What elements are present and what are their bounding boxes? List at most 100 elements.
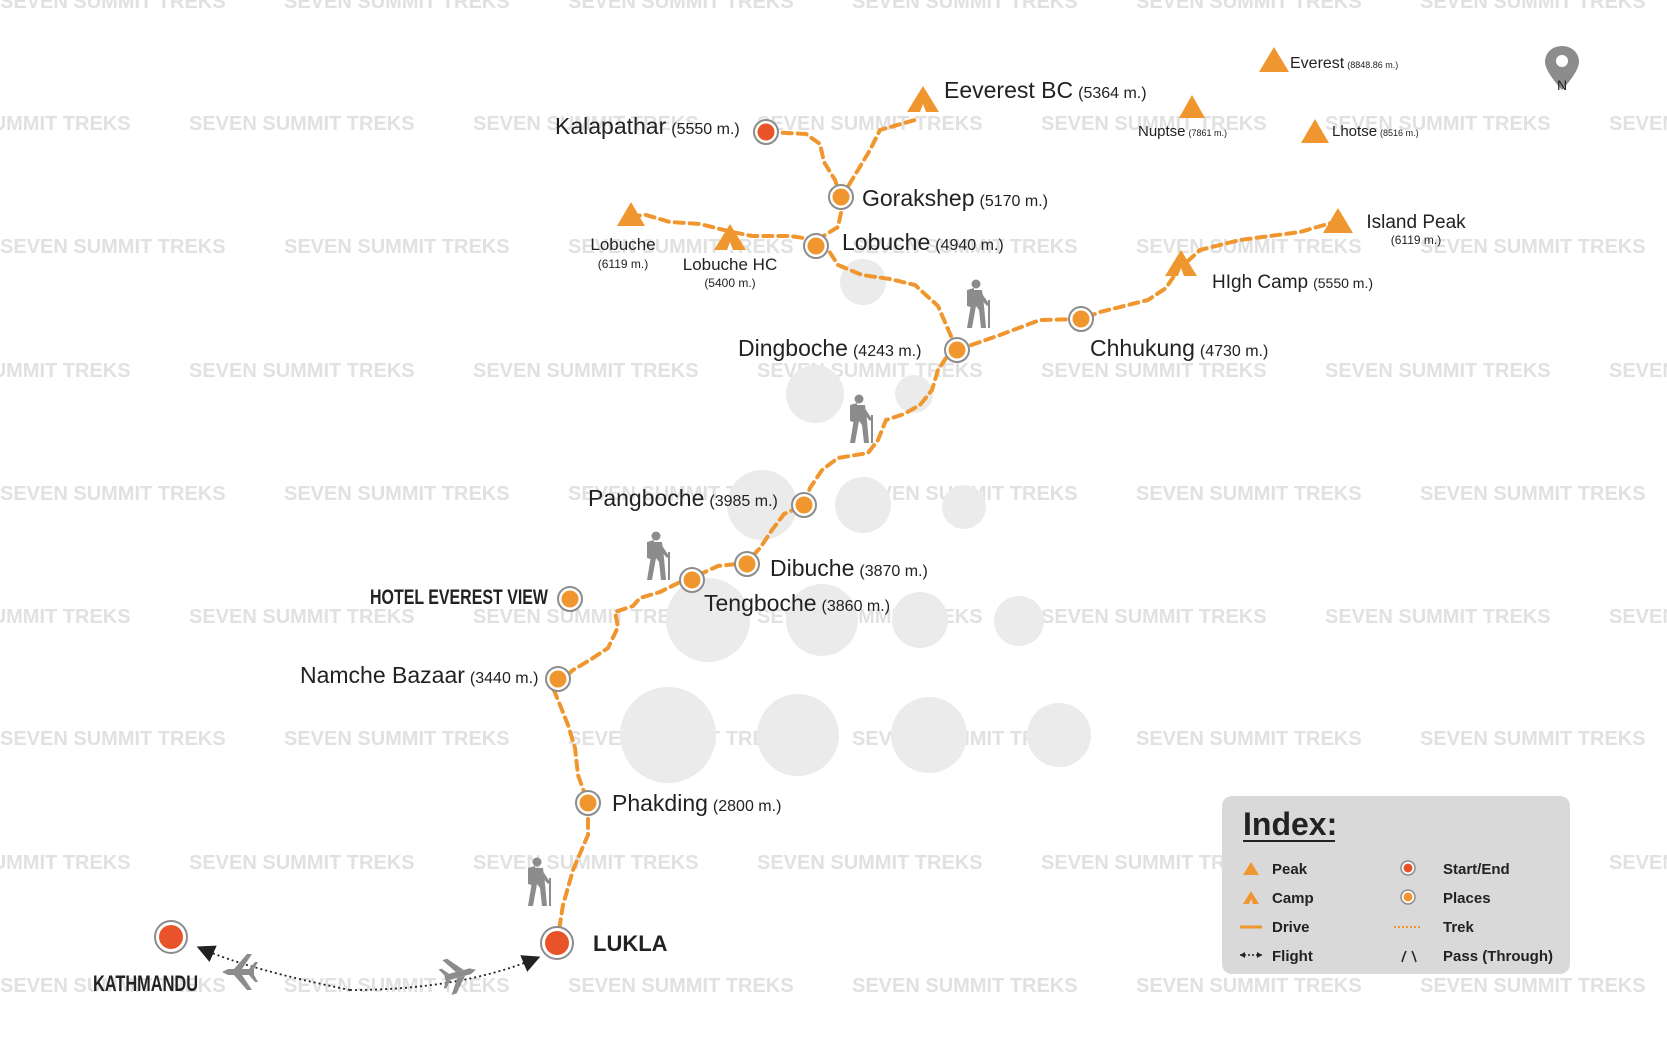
place-name: Gorakshep — [862, 185, 975, 211]
camp-icon — [1165, 250, 1197, 276]
marker-lobuche[interactable] — [803, 233, 829, 259]
watermark-text: SEVEN SUMMIT TREKS — [0, 975, 226, 997]
watermark-text: SEVEN SUMMIT TREKS — [0, 113, 131, 135]
marker-tengboche[interactable] — [679, 567, 705, 593]
place-alt: (5364 m.) — [1078, 85, 1146, 102]
peak-icon — [1301, 119, 1329, 143]
watermark-text: SEVEN SUMMIT TREKS — [0, 728, 226, 750]
camp-markers — [714, 86, 1197, 276]
watermark-text: SEVEN SUMMIT TREKS — [1420, 0, 1646, 13]
watermark-text: SEVEN SUMMIT TREKS — [1609, 852, 1667, 874]
legend-item-label: Places — [1443, 890, 1491, 907]
place-name: Chhukung — [1090, 335, 1195, 361]
place-labels: Kalapathar (5550 m.) Eeverest BC (5364 m.)… — [93, 77, 1373, 996]
legend-title: Index: — [1243, 806, 1337, 842]
north-indicator: N — [1545, 46, 1579, 93]
watermark-text: SEVEN SUMMIT TREKS — [757, 852, 983, 874]
place-name: Dingboche — [738, 335, 848, 361]
peak-alt: (7861 m.) — [1189, 128, 1228, 138]
place-markers — [154, 119, 1094, 960]
place-name: Pangboche — [588, 485, 704, 511]
legend-pass-icon — [1401, 950, 1417, 963]
peak-alt: (8848.86 m.) — [1347, 60, 1398, 70]
place-name: HOTEL EVEREST VIEW — [370, 586, 548, 609]
watermark-text: SEVEN SUMMIT TREKS — [1420, 728, 1646, 750]
svg-text:Lobuche(4940 m.): Lobuche (4940 m.) — [842, 229, 1004, 255]
watermark-text: SEVEN SUMMIT TREKS — [1325, 606, 1551, 628]
peak-alt: (6119 m.) — [598, 257, 648, 271]
svg-text:Chhukung(4730 m.): Chhukung (4730 m.) — [1090, 335, 1268, 361]
marker-pangboche[interactable] — [791, 492, 817, 518]
peak-name: Everest — [1290, 55, 1345, 72]
svg-text:Kalapathar(5550 m.): Kalapathar (5550 m.) — [555, 113, 740, 139]
watermark-text: SEVEN SUMMIT TREKS — [1041, 113, 1267, 135]
legend-item-label: Drive — [1272, 919, 1310, 936]
place-name: Namche Bazaar — [300, 662, 465, 688]
place-name: Eeverest BC — [944, 77, 1073, 103]
watermark-text: SEVEN SUMMIT TREKS — [852, 0, 1078, 13]
place-name: Lobuche HC — [683, 255, 778, 274]
svg-text:Everest(8848.86 m.): Everest (8848.86 m.) — [1290, 55, 1398, 72]
peak-icon — [1179, 95, 1205, 118]
peak-name: Island Peak — [1366, 212, 1466, 233]
legend-start-end-icon — [1400, 860, 1416, 876]
watermark-text: SEVEN SUMMIT TREKS — [189, 606, 415, 628]
marker-kalapathar[interactable] — [753, 119, 779, 145]
place-alt: (5170 m.) — [980, 193, 1048, 210]
marker-dingboche[interactable] — [944, 337, 970, 363]
place-alt: (4730 m.) — [1200, 343, 1268, 360]
marker-phakding[interactable] — [575, 790, 601, 816]
marker-dibuche[interactable] — [734, 551, 760, 577]
watermark-text: SEVEN SUMMIT TREKS — [1420, 975, 1646, 997]
peak-labels: Everest (8848.86 m.) Nuptse (7861 m.) Lhot… — [590, 55, 1466, 271]
watermark-text: SEVEN SUMMIT TREKS — [852, 236, 1078, 258]
place-alt: (5550 m.) — [1313, 275, 1373, 291]
marker-gorakshep[interactable] — [828, 184, 854, 210]
watermark-text: SEVEN SUMMIT TREKS — [1325, 360, 1551, 382]
peak-alt: (8516 m.) — [1380, 128, 1419, 138]
place-name: Tengboche — [704, 590, 817, 616]
watermark-text: SEVEN SUMMIT TREKS — [284, 236, 510, 258]
watermark-text: SEVEN SUMMIT TREKS — [1136, 728, 1362, 750]
watermark-text: SEVEN SUMMIT TREKS — [473, 360, 699, 382]
legend-item-label: Peak — [1272, 861, 1308, 878]
place-name: LUKLA — [593, 931, 668, 956]
legend-item-label: Trek — [1443, 919, 1475, 936]
marker-kathmandu[interactable] — [154, 920, 188, 954]
watermark-text: SEVEN SUMMIT TREKS — [568, 0, 794, 13]
place-name: Lobuche — [842, 229, 930, 255]
watermark-text: SEVEN SUMMIT TREKS — [1325, 113, 1551, 135]
legend-item-label: Start/End — [1443, 861, 1510, 878]
legend-index: Index: Peak Camp Drive Flight Start/End … — [1222, 796, 1570, 974]
camp-icon — [714, 224, 746, 250]
marker-chhukung[interactable] — [1068, 306, 1094, 332]
place-name: HIgh Camp — [1212, 272, 1308, 293]
watermark-text: SEVEN SUMMIT TREKS — [284, 483, 510, 505]
watermark-text: SEVEN SUMMIT TREKS — [1041, 852, 1267, 874]
place-alt: (3860 m.) — [822, 598, 890, 615]
watermark-text: SEVEN SUMMIT TREKS — [189, 852, 415, 874]
svg-text:HIgh Camp(5550 m.): HIgh Camp (5550 m.) — [1212, 272, 1373, 293]
peak-icon — [1259, 47, 1289, 72]
svg-text:Dingboche(4243 m.): Dingboche (4243 m.) — [738, 335, 921, 361]
svg-text:Tengboche(3860 m.): Tengboche (3860 m.) — [704, 590, 890, 616]
watermark-text: SEVEN SUMMIT TREKS — [284, 0, 510, 13]
place-alt: (2800 m.) — [713, 798, 781, 815]
map-pin-icon — [1545, 46, 1579, 90]
place-alt: (3440 m.) — [470, 670, 538, 687]
marker-hotel-everest-view[interactable] — [557, 586, 583, 612]
peak-icon — [617, 202, 645, 226]
marker-namche-bazaar[interactable] — [545, 666, 571, 692]
place-alt: (4243 m.) — [853, 343, 921, 360]
svg-text:Namche Bazaar(3440 m.): Namche Bazaar (3440 m.) — [300, 662, 538, 688]
hill-circles — [620, 259, 1091, 783]
marker-lukla[interactable] — [540, 926, 574, 960]
camp-icon — [907, 86, 939, 112]
place-name: Dibuche — [770, 555, 854, 581]
watermark-text: SEVEN SUMMIT TREKS — [1136, 0, 1362, 13]
place-alt: (3870 m.) — [859, 563, 927, 580]
watermark-text: SEVEN SUMMIT TREKS — [1609, 113, 1667, 135]
place-alt: (5400 m.) — [704, 276, 755, 290]
watermark-text: SEVEN SUMMIT TREKS — [1420, 483, 1646, 505]
